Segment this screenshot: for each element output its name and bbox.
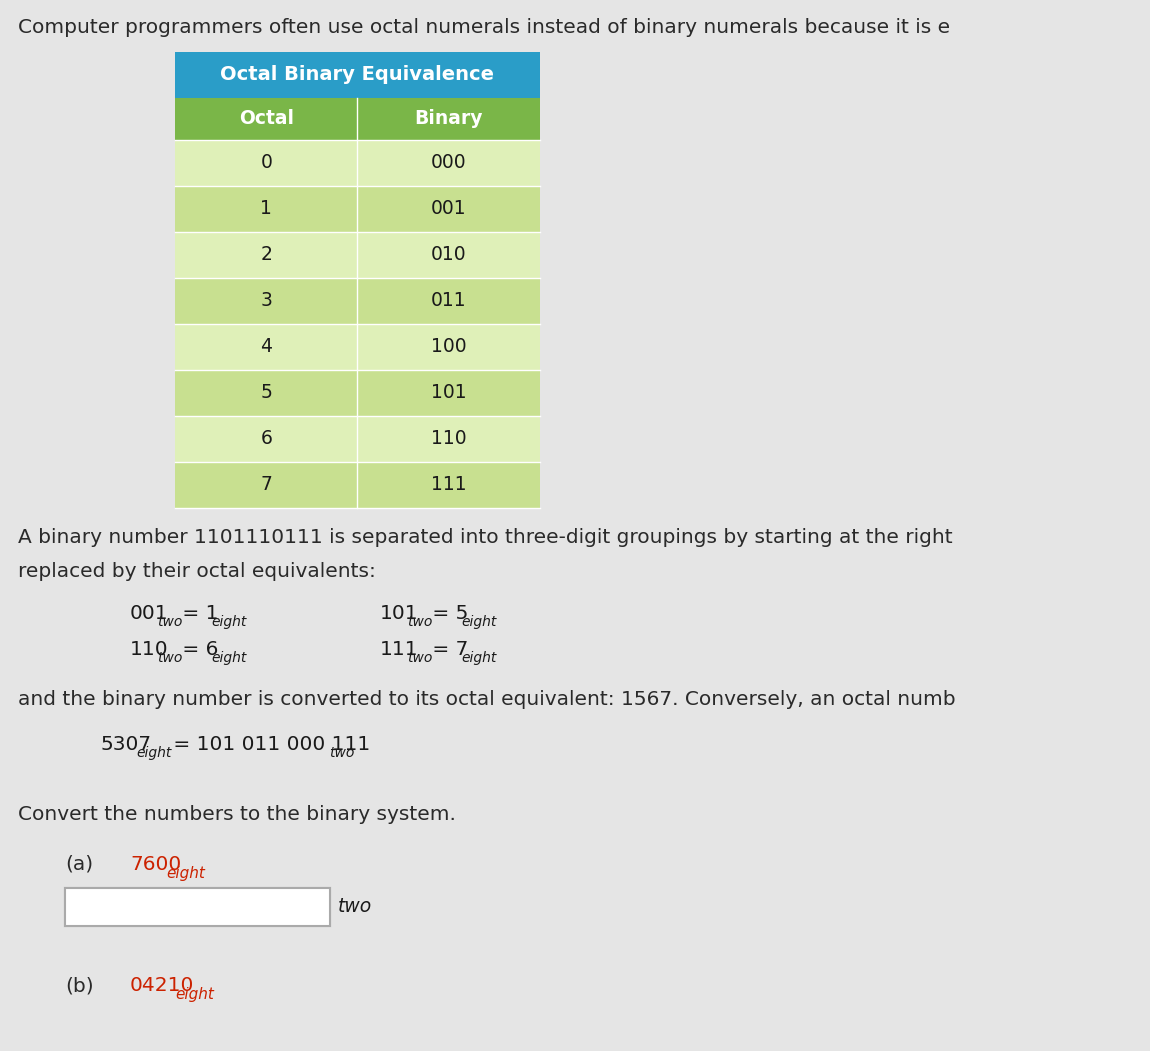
Text: 000: 000 bbox=[431, 153, 467, 172]
Text: 001: 001 bbox=[130, 604, 169, 623]
Text: eight: eight bbox=[175, 987, 214, 1002]
Text: 101: 101 bbox=[431, 384, 467, 403]
Text: = 5: = 5 bbox=[426, 604, 468, 623]
Text: eight: eight bbox=[461, 651, 497, 665]
Text: eight: eight bbox=[212, 651, 247, 665]
Bar bbox=[66, 888, 330, 926]
Text: two: two bbox=[156, 615, 183, 628]
Text: two: two bbox=[407, 615, 432, 628]
Text: (b): (b) bbox=[66, 976, 93, 995]
Text: 3: 3 bbox=[260, 291, 273, 310]
Text: 100: 100 bbox=[431, 337, 467, 356]
Text: = 6: = 6 bbox=[176, 640, 218, 659]
Text: two: two bbox=[329, 746, 354, 760]
Bar bbox=[175, 140, 540, 186]
Text: 111: 111 bbox=[431, 475, 467, 495]
Text: eight: eight bbox=[461, 615, 497, 628]
Text: 110: 110 bbox=[431, 430, 467, 449]
Text: = 101 011 000 111: = 101 011 000 111 bbox=[167, 735, 370, 754]
Bar bbox=[175, 232, 540, 279]
Text: two: two bbox=[156, 651, 183, 665]
Text: (a): (a) bbox=[66, 856, 93, 874]
Text: 5: 5 bbox=[260, 384, 273, 403]
Text: 4: 4 bbox=[260, 337, 273, 356]
Text: eight: eight bbox=[136, 746, 171, 760]
Text: Computer programmers often use octal numerals instead of binary numerals because: Computer programmers often use octal num… bbox=[18, 18, 950, 37]
Text: 5307: 5307 bbox=[100, 735, 151, 754]
Text: Binary: Binary bbox=[414, 109, 483, 128]
Text: 0: 0 bbox=[260, 153, 273, 172]
Bar bbox=[175, 51, 540, 98]
Text: A binary number 1101110111 is separated into three-digit groupings by starting a: A binary number 1101110111 is separated … bbox=[18, 528, 952, 547]
Text: 2: 2 bbox=[260, 246, 273, 265]
Text: Convert the numbers to the binary system.: Convert the numbers to the binary system… bbox=[18, 805, 455, 824]
Bar bbox=[175, 324, 540, 370]
Text: 7600: 7600 bbox=[130, 856, 182, 874]
Text: eight: eight bbox=[212, 615, 247, 628]
Text: eight: eight bbox=[166, 866, 205, 881]
Bar bbox=[175, 462, 540, 508]
Text: 7: 7 bbox=[260, 475, 273, 495]
Text: 111: 111 bbox=[380, 640, 419, 659]
Text: Octal Binary Equivalence: Octal Binary Equivalence bbox=[221, 65, 494, 84]
Bar bbox=[175, 279, 540, 324]
Text: .: . bbox=[347, 735, 354, 754]
Text: 1: 1 bbox=[260, 200, 273, 219]
Text: 001: 001 bbox=[431, 200, 467, 219]
Bar bbox=[175, 416, 540, 462]
Text: = 7: = 7 bbox=[426, 640, 468, 659]
Bar bbox=[66, 888, 330, 926]
Text: 011: 011 bbox=[431, 291, 467, 310]
Text: 6: 6 bbox=[260, 430, 273, 449]
Text: 110: 110 bbox=[130, 640, 169, 659]
Text: 101: 101 bbox=[380, 604, 419, 623]
Text: 010: 010 bbox=[431, 246, 467, 265]
Bar bbox=[175, 370, 540, 416]
Text: Octal: Octal bbox=[239, 109, 293, 128]
Bar bbox=[175, 186, 540, 232]
Text: replaced by their octal equivalents:: replaced by their octal equivalents: bbox=[18, 562, 376, 581]
Text: two: two bbox=[407, 651, 432, 665]
Text: 04210: 04210 bbox=[130, 976, 194, 995]
Text: = 1: = 1 bbox=[176, 604, 218, 623]
Text: and the binary number is converted to its octal equivalent: 1567. Conversely, an: and the binary number is converted to it… bbox=[18, 691, 956, 709]
Bar bbox=[175, 98, 540, 140]
Text: two: two bbox=[338, 898, 373, 916]
